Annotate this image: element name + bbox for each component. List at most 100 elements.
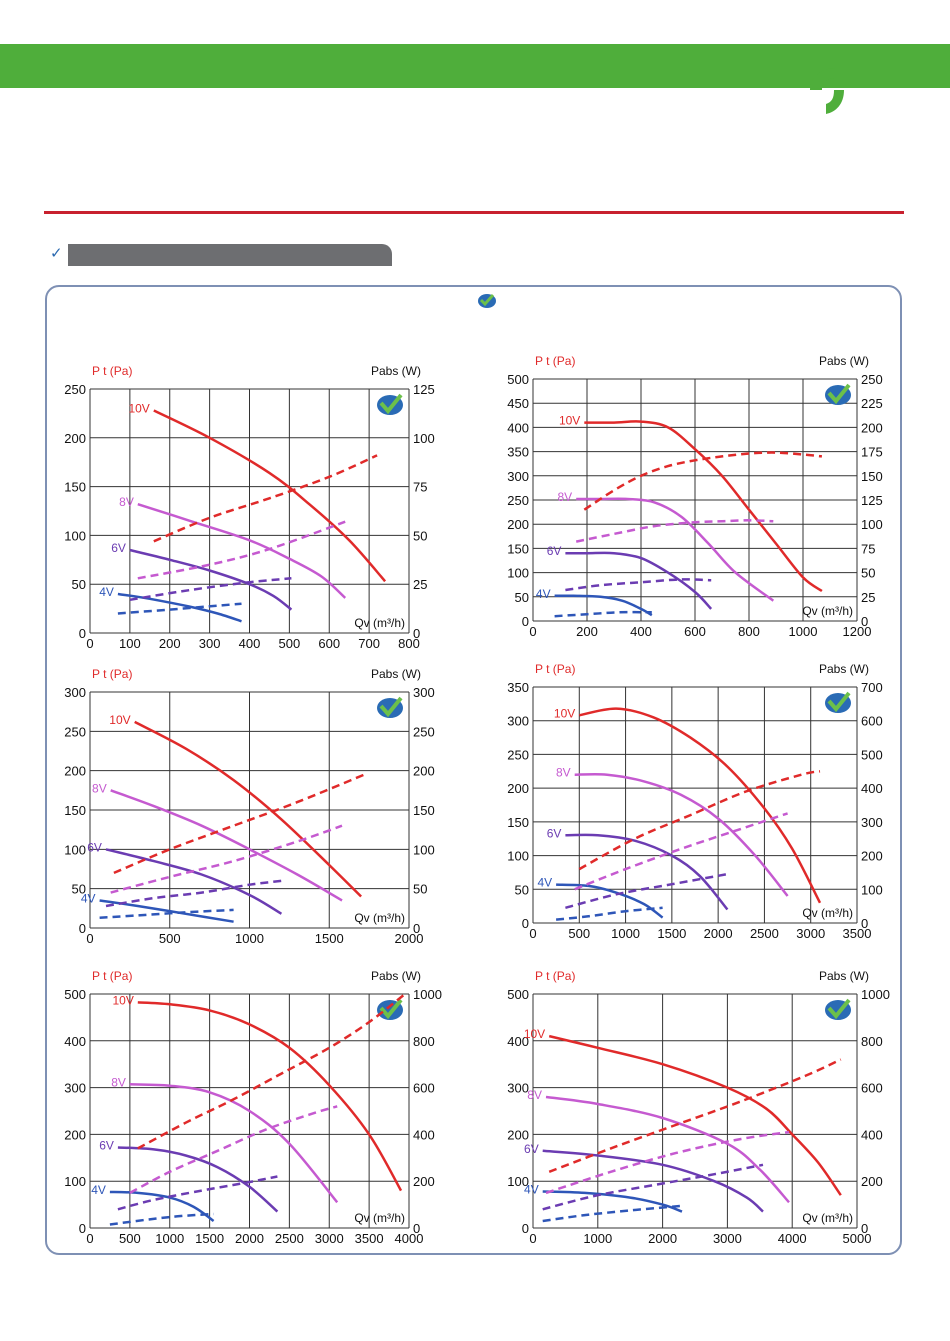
power-curve-6V <box>542 1163 764 1211</box>
power-curve-4V <box>542 1204 683 1223</box>
y-tick-label: 50 <box>72 882 86 897</box>
y-tick-label: 400 <box>507 420 529 435</box>
x-tick-label: 3000 <box>796 926 825 941</box>
series-label: 10V <box>112 993 133 1007</box>
pressure-curve-6V <box>542 1149 764 1213</box>
charts-panel <box>45 285 902 1255</box>
x-tick-label: 4000 <box>778 1231 807 1246</box>
power-curve-8V <box>575 519 774 543</box>
y2-tick-label: 0 <box>861 1221 868 1236</box>
power-curve-4V <box>109 1212 214 1226</box>
y2-axis-label: Pabs (W) <box>819 354 869 368</box>
pressure-curve-8V <box>576 497 775 602</box>
series-label: 4V <box>99 585 114 599</box>
y-tick-label: 200 <box>507 781 529 796</box>
y2-tick-label: 400 <box>861 1127 883 1142</box>
y-tick-label: 400 <box>64 1034 86 1049</box>
pressure-curve-6V <box>565 551 713 610</box>
series-label: 8V <box>119 495 134 509</box>
power-curve-8V <box>129 1105 338 1195</box>
y2-tick-label: 200 <box>413 764 435 779</box>
y2-tick-label: 150 <box>861 469 883 484</box>
x-tick-label: 0 <box>86 1231 93 1246</box>
pressure-curve-10V <box>579 707 822 904</box>
x-tick-label: 500 <box>568 926 590 941</box>
x-tick-label: 4000 <box>395 1231 424 1246</box>
pressure-curve-6V <box>117 1146 279 1213</box>
x-tick-label: 2500 <box>750 926 779 941</box>
y2-tick-label: 600 <box>861 1081 883 1096</box>
series-label: 6V <box>547 544 562 558</box>
power-curve-4V <box>99 908 234 920</box>
y-tick-label: 250 <box>507 493 529 508</box>
y-tick-label: 100 <box>64 1174 86 1189</box>
pressure-curve-10V <box>134 720 362 898</box>
series-label: 8V <box>558 490 573 504</box>
x-tick-label: 500 <box>119 1231 141 1246</box>
y2-tick-label: 25 <box>861 590 875 605</box>
y2-tick-label: 200 <box>861 420 883 435</box>
series-label: 10V <box>524 1027 545 1041</box>
x-axis-label: Qv (m³/h) <box>354 616 405 630</box>
y2-tick-label: 1000 <box>413 987 442 1002</box>
section-rule <box>44 211 904 214</box>
pressure-curve-8V <box>110 789 343 902</box>
y-tick-label: 100 <box>64 842 86 857</box>
series-label: 6V <box>524 1142 539 1156</box>
y2-tick-label: 100 <box>861 517 883 532</box>
series-label: 6V <box>547 826 562 840</box>
header-bar <box>0 44 950 88</box>
power-curve-8V <box>545 1130 790 1195</box>
y-tick-label: 500 <box>64 987 86 1002</box>
x-tick-label: 0 <box>86 636 93 651</box>
x-tick-label: 0 <box>86 931 93 946</box>
pressure-curve-10V <box>584 420 823 593</box>
power-curve-10V <box>578 770 821 871</box>
y2-tick-label: 0 <box>861 916 868 931</box>
y2-tick-label: 225 <box>861 396 883 411</box>
y-axis-label: P t (Pa) <box>535 662 575 676</box>
x-tick-label: 3500 <box>355 1231 384 1246</box>
power-curve-6V <box>105 879 282 908</box>
power-curve-4V <box>555 906 663 921</box>
x-tick-label: 600 <box>318 636 340 651</box>
x-tick-label: 800 <box>738 624 760 639</box>
x-tick-label: 1000 <box>235 931 264 946</box>
y2-tick-label: 200 <box>861 1174 883 1189</box>
y2-tick-label: 0 <box>413 626 420 641</box>
series-label: 4V <box>537 876 552 890</box>
y2-tick-label: 300 <box>413 685 435 700</box>
power-curve-8V <box>110 824 343 894</box>
x-tick-label: 2000 <box>395 931 424 946</box>
series-label: 10V <box>554 706 575 720</box>
y-tick-label: 200 <box>64 764 86 779</box>
y-tick-label: 250 <box>64 382 86 397</box>
series-label: 4V <box>536 587 551 601</box>
pressure-curve-4V <box>117 592 242 623</box>
x-tick-label: 2000 <box>648 1231 677 1246</box>
y-tick-label: 100 <box>64 528 86 543</box>
y-axis-label: P t (Pa) <box>92 667 132 681</box>
power-curve-8V <box>574 812 788 891</box>
y-tick-label: 100 <box>507 566 529 581</box>
y-tick-label: 250 <box>64 724 86 739</box>
y-tick-label: 200 <box>507 517 529 532</box>
y-axis-label: P t (Pa) <box>92 364 132 378</box>
y-tick-label: 150 <box>64 480 86 495</box>
y2-tick-label: 150 <box>413 803 435 818</box>
x-tick-label: 3000 <box>713 1231 742 1246</box>
x-tick-label: 1500 <box>195 1231 224 1246</box>
pressure-curve-6V <box>105 848 283 915</box>
y2-tick-label: 400 <box>861 781 883 796</box>
y-tick-label: 0 <box>79 1221 86 1236</box>
y-tick-label: 200 <box>64 431 86 446</box>
fan-curve-chart-1: 0 100 200 300 400 500 600 700 800050100150200250… <box>64 364 434 651</box>
y-tick-label: 300 <box>507 469 529 484</box>
x-tick-label: 400 <box>630 624 652 639</box>
x-tick-label: 200 <box>576 624 598 639</box>
section-tab: ✓ <box>44 244 392 266</box>
power-curve-10V <box>583 451 823 511</box>
certified-check-icon <box>478 294 496 308</box>
y-tick-label: 350 <box>507 445 529 460</box>
power-curve-10V <box>113 773 365 875</box>
